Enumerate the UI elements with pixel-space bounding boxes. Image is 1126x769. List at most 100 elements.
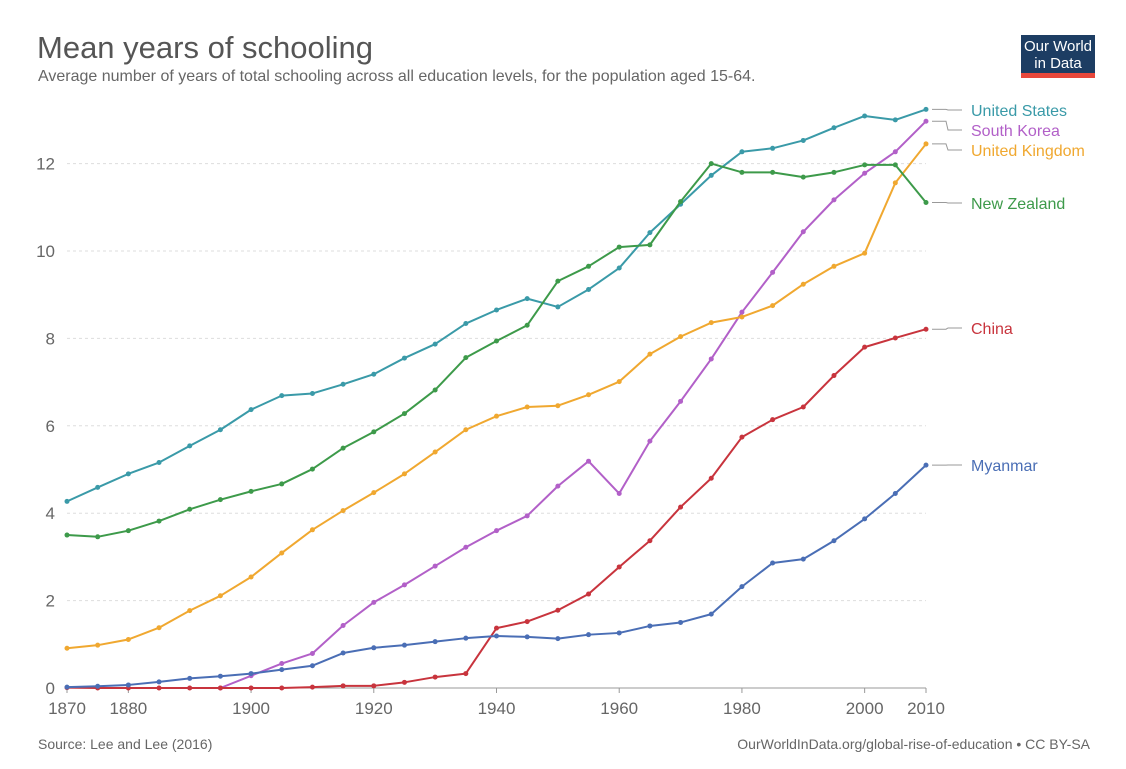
myanmar-point[interactable] xyxy=(187,675,193,681)
united-kingdom-point[interactable] xyxy=(463,427,469,433)
south-korea-point[interactable] xyxy=(401,582,407,588)
china-point[interactable] xyxy=(401,679,407,685)
united-states-point[interactable] xyxy=(340,381,346,387)
china-point[interactable] xyxy=(524,619,530,625)
united-kingdom-point[interactable] xyxy=(125,636,131,642)
myanmar-point[interactable] xyxy=(616,630,622,636)
united-kingdom-point[interactable] xyxy=(770,303,776,309)
myanmar-point[interactable] xyxy=(309,663,315,669)
united-states-point[interactable] xyxy=(401,355,407,361)
new-zealand-point[interactable] xyxy=(309,466,315,472)
united-states-point[interactable] xyxy=(64,498,70,504)
united-states-point[interactable] xyxy=(125,471,131,477)
united-states-point[interactable] xyxy=(463,321,469,327)
south-korea-line[interactable] xyxy=(220,120,927,689)
china-point[interactable] xyxy=(463,671,469,677)
new-zealand-point[interactable] xyxy=(708,161,714,167)
united-states-point[interactable] xyxy=(616,265,622,271)
myanmar-point[interactable] xyxy=(95,683,101,689)
china-point[interactable] xyxy=(892,335,898,341)
south-korea-label[interactable]: South Korea xyxy=(971,123,1060,140)
china-point[interactable] xyxy=(156,685,162,691)
myanmar-point[interactable] xyxy=(678,619,684,625)
united-states-point[interactable] xyxy=(862,113,868,119)
myanmar-line[interactable] xyxy=(66,464,927,689)
south-korea-point[interactable] xyxy=(800,229,806,235)
owid-logo[interactable]: Our World in Data xyxy=(1021,35,1095,78)
united-states-point[interactable] xyxy=(739,149,745,155)
myanmar-point[interactable] xyxy=(463,635,469,641)
new-zealand-point[interactable] xyxy=(494,338,499,344)
united-kingdom-point[interactable] xyxy=(708,320,714,326)
united-states-point[interactable] xyxy=(187,443,193,449)
myanmar-label[interactable]: Myanmar xyxy=(971,458,1038,475)
south-korea-point[interactable] xyxy=(309,650,315,656)
new-zealand-point[interactable] xyxy=(862,162,868,168)
new-zealand-point[interactable] xyxy=(279,481,285,487)
united-states-label[interactable]: United States xyxy=(971,103,1067,120)
united-kingdom-point[interactable] xyxy=(862,250,868,256)
new-zealand-point[interactable] xyxy=(463,355,469,361)
south-korea-point[interactable] xyxy=(923,118,929,124)
south-korea-point[interactable] xyxy=(340,623,346,629)
united-kingdom-point[interactable] xyxy=(64,645,70,651)
new-zealand-point[interactable] xyxy=(555,278,561,284)
united-kingdom-point[interactable] xyxy=(616,379,622,385)
myanmar-point[interactable] xyxy=(647,623,653,629)
myanmar-point[interactable] xyxy=(494,633,499,639)
china-point[interactable] xyxy=(616,564,622,570)
china-point[interactable] xyxy=(800,404,806,410)
united-kingdom-point[interactable] xyxy=(156,625,162,631)
united-kingdom-point[interactable] xyxy=(217,593,223,599)
united-states-point[interactable] xyxy=(708,172,714,178)
china-point[interactable] xyxy=(770,417,776,423)
united-kingdom-point[interactable] xyxy=(923,141,929,147)
new-zealand-point[interactable] xyxy=(248,488,254,494)
myanmar-point[interactable] xyxy=(156,679,162,685)
united-states-point[interactable] xyxy=(95,484,101,490)
myanmar-point[interactable] xyxy=(831,538,837,544)
united-kingdom-point[interactable] xyxy=(555,403,561,409)
new-zealand-point[interactable] xyxy=(401,411,407,417)
new-zealand-point[interactable] xyxy=(156,518,162,524)
new-zealand-point[interactable] xyxy=(800,174,806,180)
new-zealand-line[interactable] xyxy=(66,162,927,538)
united-states-point[interactable] xyxy=(770,145,776,151)
china-point[interactable] xyxy=(555,607,561,613)
myanmar-point[interactable] xyxy=(923,462,929,468)
license-link[interactable]: OurWorldInData.org/global-rise-of-educat… xyxy=(737,736,1090,752)
south-korea-point[interactable] xyxy=(371,599,377,605)
united-states-point[interactable] xyxy=(831,125,837,131)
myanmar-point[interactable] xyxy=(586,632,592,638)
united-kingdom-point[interactable] xyxy=(248,574,254,580)
myanmar-point[interactable] xyxy=(401,642,407,648)
south-korea-point[interactable] xyxy=(831,197,837,203)
united-states-point[interactable] xyxy=(892,117,898,123)
united-kingdom-point[interactable] xyxy=(340,508,346,514)
new-zealand-point[interactable] xyxy=(340,445,346,451)
new-zealand-point[interactable] xyxy=(217,497,223,503)
china-label[interactable]: China xyxy=(971,321,1013,338)
united-states-point[interactable] xyxy=(371,371,377,377)
united-kingdom-point[interactable] xyxy=(524,404,530,410)
china-point[interactable] xyxy=(586,591,592,597)
myanmar-point[interactable] xyxy=(800,556,806,562)
united-kingdom-point[interactable] xyxy=(279,550,285,556)
myanmar-point[interactable] xyxy=(739,584,745,590)
myanmar-point[interactable] xyxy=(340,650,346,656)
south-korea-point[interactable] xyxy=(279,661,285,667)
new-zealand-point[interactable] xyxy=(64,532,70,538)
china-point[interactable] xyxy=(708,475,714,481)
united-states-line[interactable] xyxy=(66,108,927,503)
new-zealand-point[interactable] xyxy=(187,506,193,512)
south-korea-point[interactable] xyxy=(708,356,714,362)
new-zealand-point[interactable] xyxy=(616,244,622,250)
united-kingdom-point[interactable] xyxy=(892,180,898,186)
new-zealand-point[interactable] xyxy=(892,162,898,168)
china-point[interactable] xyxy=(647,538,653,544)
myanmar-point[interactable] xyxy=(524,634,530,640)
myanmar-point[interactable] xyxy=(555,636,561,642)
new-zealand-point[interactable] xyxy=(678,199,684,205)
united-kingdom-point[interactable] xyxy=(647,351,653,357)
united-states-point[interactable] xyxy=(647,230,653,236)
